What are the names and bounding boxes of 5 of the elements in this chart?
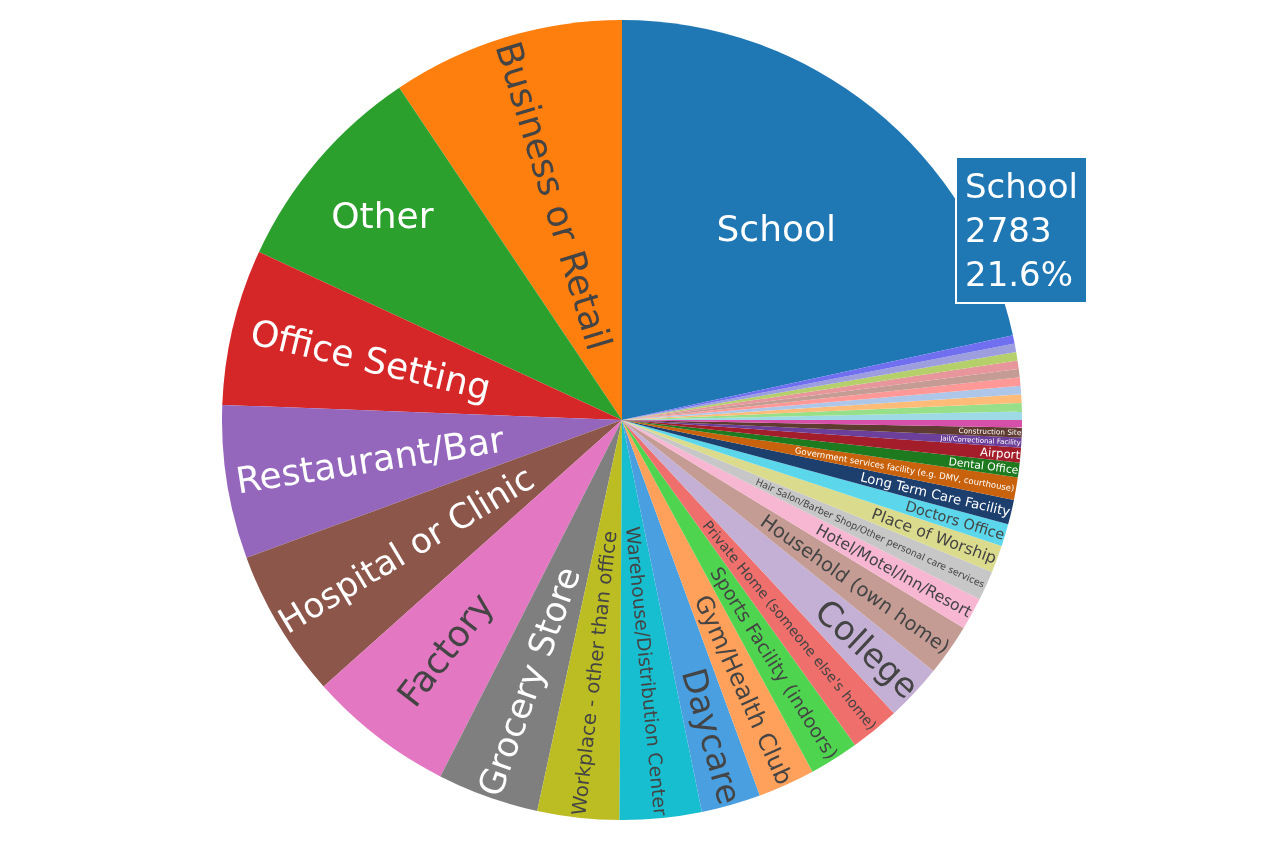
slice-label: Office Setting	[246, 311, 495, 409]
text: School 2783 21.6%	[965, 166, 1078, 295]
pie-slice	[222, 251, 622, 420]
slice-label: School	[716, 208, 837, 250]
slice-label: Other	[331, 194, 434, 236]
